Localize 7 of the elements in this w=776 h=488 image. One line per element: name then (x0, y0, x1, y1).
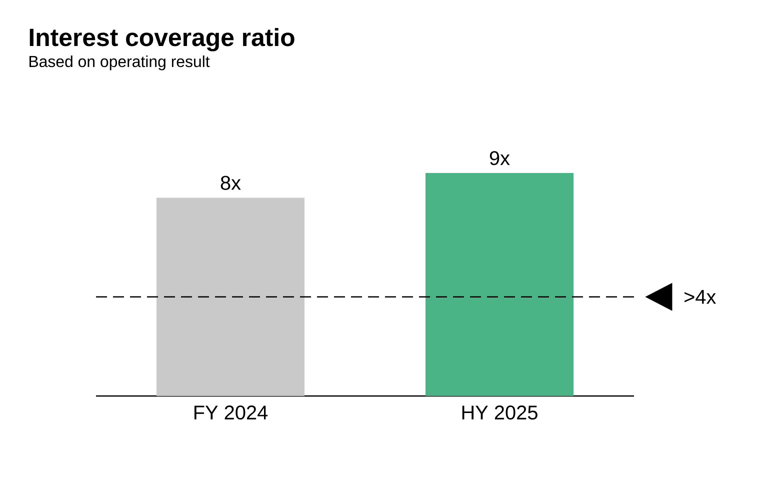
chart-title: Interest coverage ratio (30, 28, 294, 52)
data-label: 8x (220, 176, 241, 190)
chart-subtitle: Based on operating result (30, 55, 210, 70)
ref-line-label: >4x (684, 290, 716, 304)
x-tick-label: FY 2024 (194, 406, 268, 420)
data-label: 9x (490, 151, 510, 166)
x-tick-label: HY 2025 (462, 406, 538, 420)
